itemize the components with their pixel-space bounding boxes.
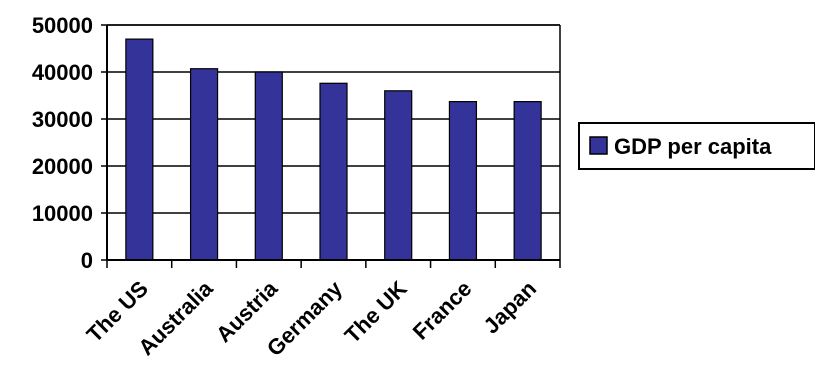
- y-tick-label: 40000: [32, 60, 93, 85]
- bar-germany: [319, 82, 348, 261]
- y-tick-label: 50000: [32, 13, 93, 38]
- y-tick-label: 0: [81, 248, 93, 273]
- bar-the-us: [125, 38, 154, 261]
- x-tick-label: Japan: [479, 276, 542, 339]
- y-tick-label: 20000: [32, 154, 93, 179]
- legend-swatch: [589, 136, 608, 155]
- axes: [101, 24, 561, 268]
- y-tick-label: 30000: [32, 107, 93, 132]
- bars: [125, 38, 542, 261]
- bar-france: [448, 101, 478, 261]
- legend-label: GDP per capita: [614, 134, 772, 159]
- bar-japan: [513, 101, 542, 261]
- bar-australia: [189, 68, 219, 261]
- bar-austria: [254, 71, 283, 261]
- bar-the-uk: [384, 90, 413, 261]
- y-tick-labels: 0 10000 20000 30000 40000 50000: [32, 13, 93, 273]
- legend-box: [578, 122, 815, 170]
- x-tick-label: The UK: [340, 276, 412, 348]
- y-tick-label: 10000: [32, 201, 93, 226]
- x-tick-label: France: [408, 276, 477, 345]
- legend: GDP per capita: [578, 122, 815, 170]
